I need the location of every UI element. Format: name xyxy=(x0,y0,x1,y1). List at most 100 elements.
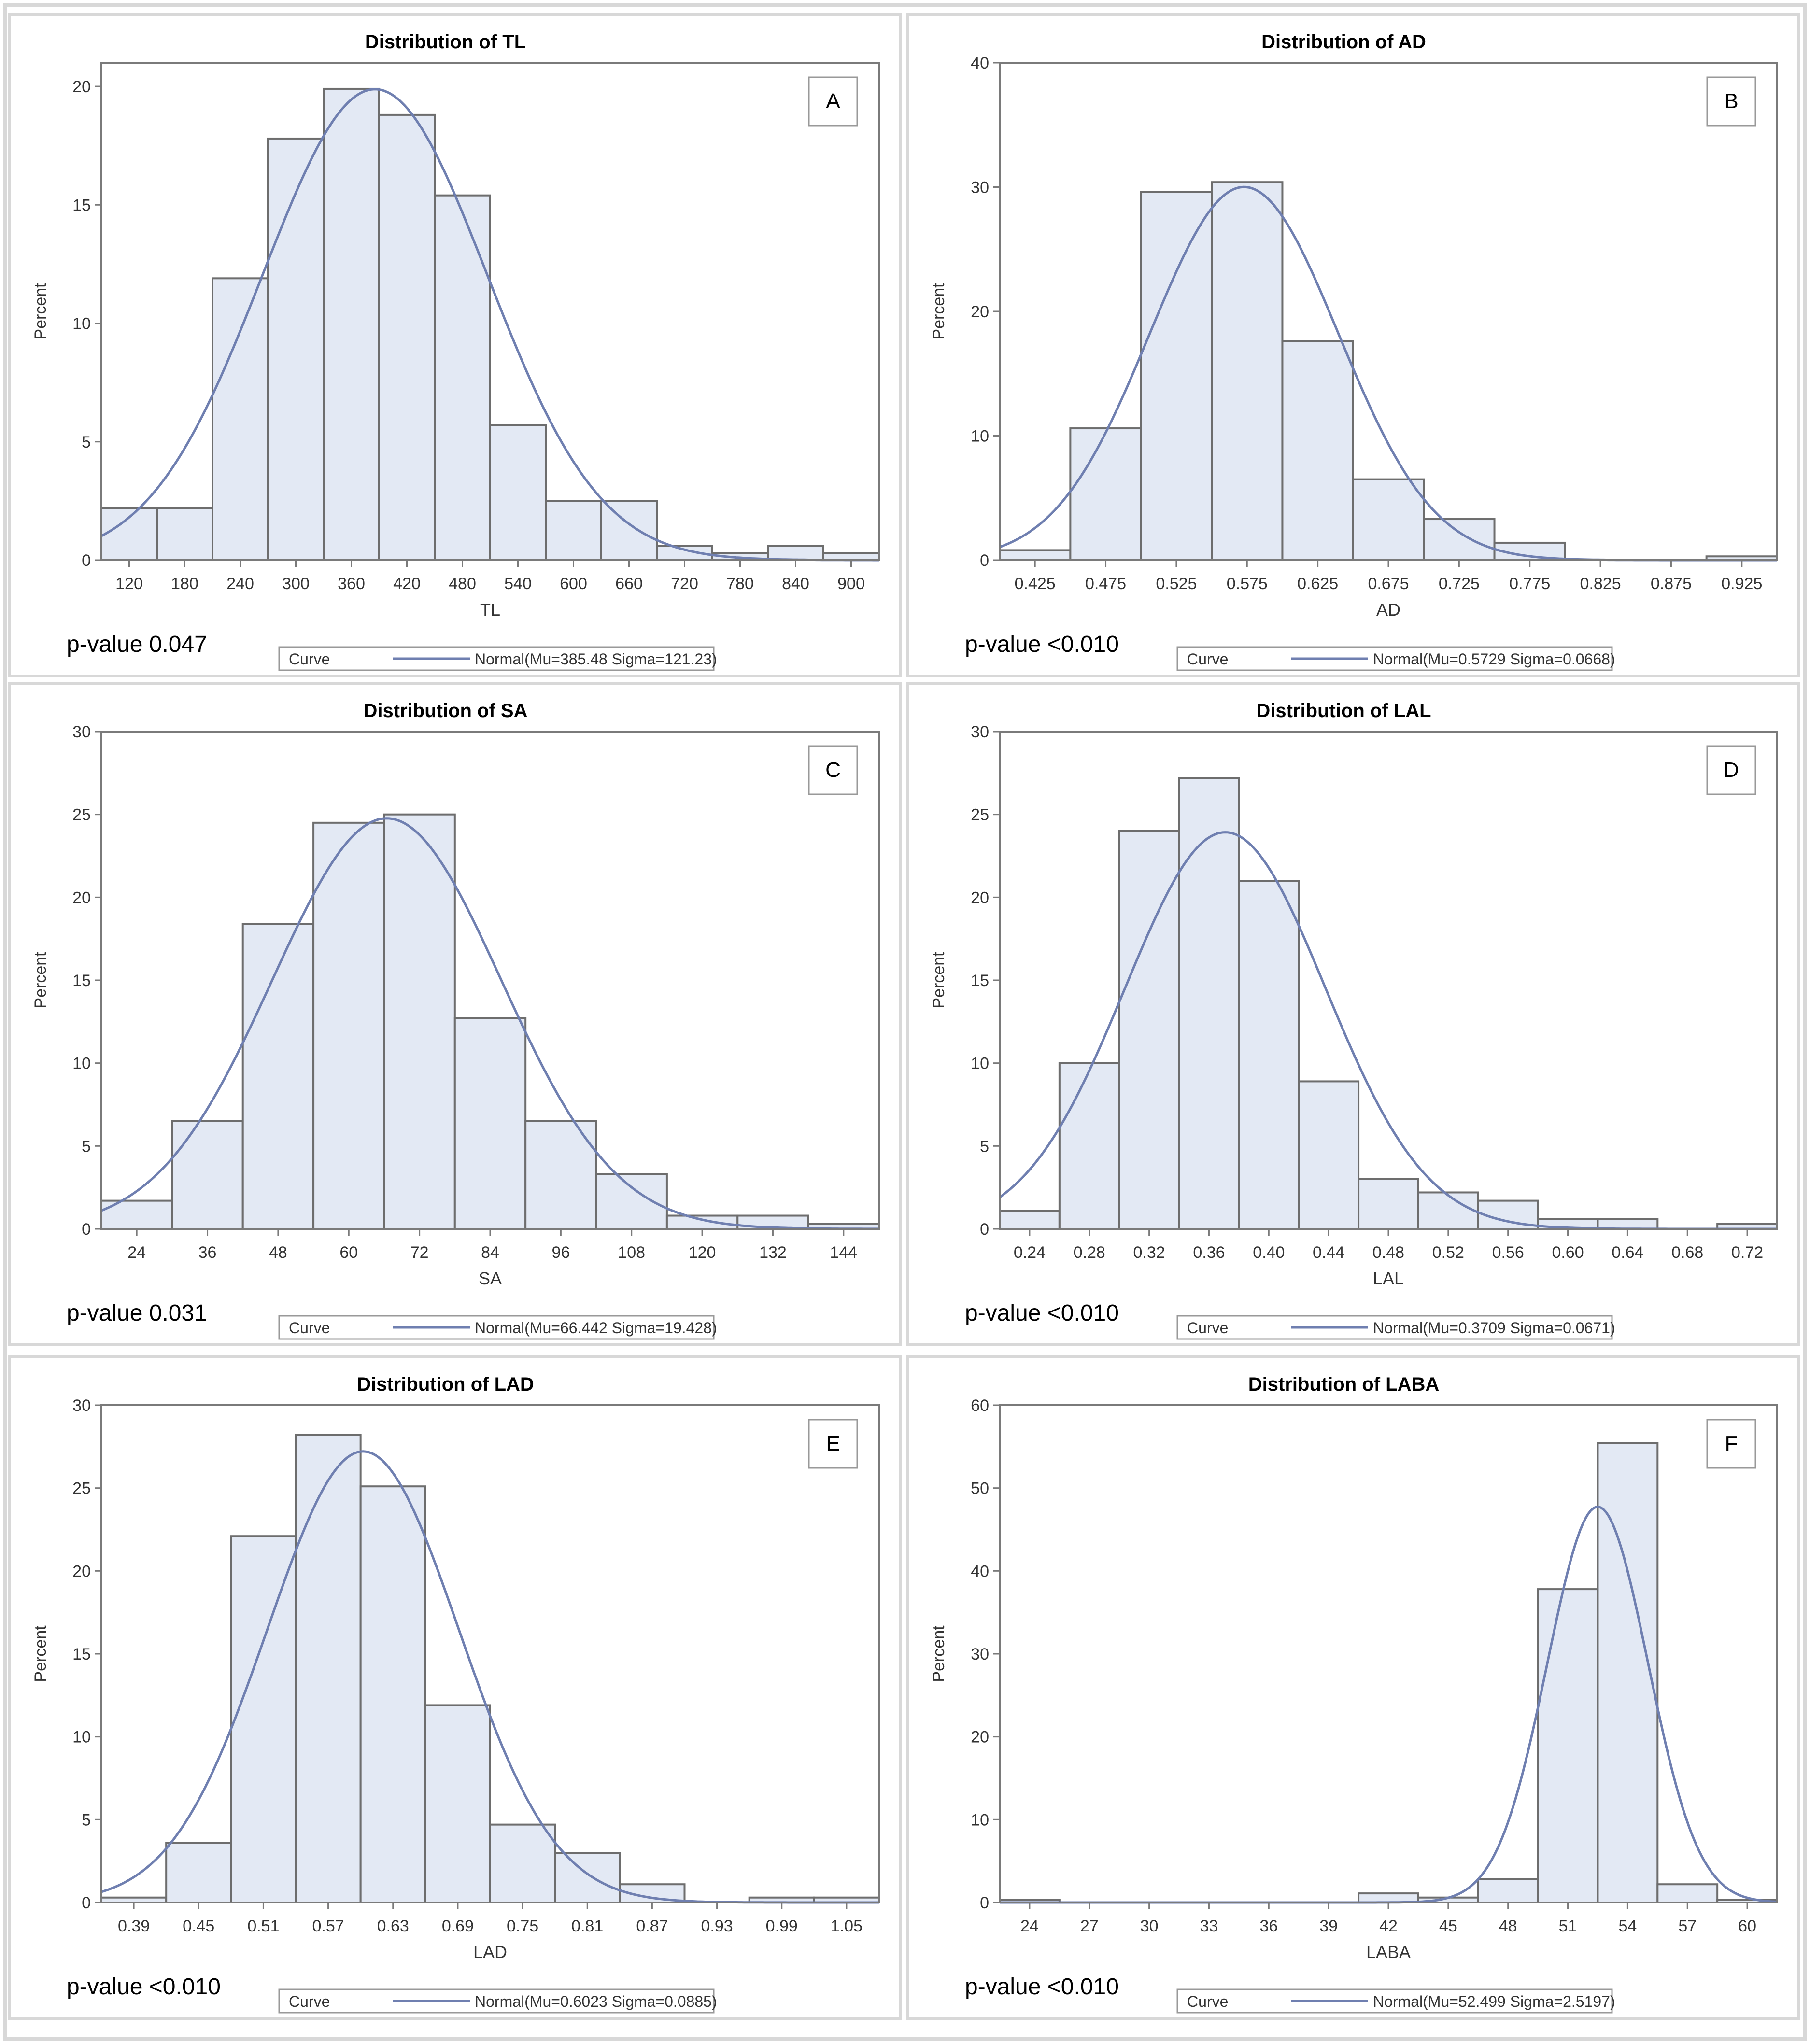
y-tick-label: 0 xyxy=(980,1894,989,1912)
x-tick-label: 0.64 xyxy=(1612,1243,1643,1262)
histogram-bar xyxy=(554,1852,621,1903)
histogram-bar xyxy=(489,424,547,562)
y-tick-label: 25 xyxy=(72,1480,91,1498)
x-tick-label: 33 xyxy=(1200,1917,1218,1935)
x-tick-label: 0.825 xyxy=(1580,575,1621,593)
y-tick-label: 0 xyxy=(980,1220,989,1239)
y-tick-label: 20 xyxy=(971,888,989,907)
y-tick-label: 0 xyxy=(82,551,91,570)
chart-title: Distribution of LAL xyxy=(1256,700,1431,721)
x-tick-label: 600 xyxy=(560,575,587,593)
p-value-label: p-value <0.010 xyxy=(67,1974,221,2000)
plot-frame xyxy=(100,62,880,561)
y-tick-label: 25 xyxy=(72,806,91,824)
x-tick-label: 0.69 xyxy=(442,1917,474,1935)
panel-letter-box xyxy=(1706,1419,1756,1469)
p-value-label: p-value <0.010 xyxy=(965,1300,1119,1326)
panel-letter-box xyxy=(808,76,858,127)
histogram-bar xyxy=(323,87,380,561)
x-tick-label: 0.60 xyxy=(1552,1243,1584,1262)
x-tick-label: 132 xyxy=(759,1243,787,1262)
figure-border xyxy=(3,3,1807,2041)
y-tick-label: 0 xyxy=(82,1894,91,1912)
x-axis-label: TL xyxy=(480,600,500,620)
x-tick-label: 48 xyxy=(1499,1917,1517,1935)
panel-border xyxy=(8,1355,902,2020)
histogram-bar xyxy=(1058,1062,1120,1230)
x-axis-label: LAD xyxy=(473,1942,507,1962)
y-tick-label: 15 xyxy=(971,972,989,990)
y-tick-label: 25 xyxy=(971,806,989,824)
y-tick-label: 15 xyxy=(72,1645,91,1663)
histogram-bar xyxy=(156,507,213,561)
x-tick-label: 1.05 xyxy=(831,1917,863,1935)
x-tick-label: 420 xyxy=(393,575,421,593)
x-axis-label: SA xyxy=(479,1269,502,1288)
p-value-label: p-value 0.047 xyxy=(67,632,207,657)
x-tick-label: 54 xyxy=(1618,1917,1637,1935)
panel-border xyxy=(906,1355,1800,2020)
histogram-bar xyxy=(453,1017,527,1230)
x-tick-label: 0.44 xyxy=(1313,1243,1344,1262)
panel-letter: E xyxy=(826,1432,840,1455)
histogram-bar xyxy=(171,1120,244,1230)
x-tick-label: 0.45 xyxy=(183,1917,214,1935)
panel-c: Distribution of SA 0 5 10 15 20 25 30 24 36 48 60 72… xyxy=(8,682,902,1346)
y-tick-label: 50 xyxy=(971,1480,989,1498)
x-tick-label: 0.675 xyxy=(1368,575,1409,593)
normal-curve xyxy=(101,817,879,1230)
y-tick-label: 60 xyxy=(971,1396,989,1415)
legend-title: Curve xyxy=(289,650,330,668)
x-tick-label: 42 xyxy=(1379,1917,1398,1935)
histogram-bar xyxy=(267,137,325,561)
y-tick-label: 10 xyxy=(971,1811,989,1829)
panel-b: Distribution of AD 0 10 20 30 40 0.425 0.475 0.5… xyxy=(906,13,1800,677)
x-tick-label: 57 xyxy=(1678,1917,1697,1935)
x-tick-label: 0.75 xyxy=(507,1917,538,1935)
histogram-bar xyxy=(424,1704,491,1904)
histogram-bar xyxy=(1358,1178,1419,1230)
x-tick-label: 240 xyxy=(226,575,254,593)
histogram-bar xyxy=(165,1842,232,1903)
histogram-bar xyxy=(359,1485,426,1904)
panel-letter-box xyxy=(1706,745,1756,795)
y-tick-label: 10 xyxy=(72,315,91,333)
legend-entry: Normal(Mu=52.499 Sigma=2.5197) xyxy=(1373,1993,1615,2010)
x-tick-label: 0.425 xyxy=(1015,575,1056,593)
y-tick-label: 15 xyxy=(72,196,91,214)
x-tick-label: 27 xyxy=(1080,1917,1099,1935)
chart-title: Distribution of TL xyxy=(365,31,526,53)
legend-entry: Normal(Mu=0.6023 Sigma=0.0885) xyxy=(475,1993,717,2010)
y-tick-label: 5 xyxy=(82,1811,91,1829)
y-tick-label: 0 xyxy=(82,1220,91,1239)
y-axis-label: Percent xyxy=(31,1625,50,1682)
y-axis-label: Percent xyxy=(930,1625,948,1682)
panel-letter-box xyxy=(1706,76,1756,127)
x-tick-label: 0.575 xyxy=(1227,575,1268,593)
panel-letter: D xyxy=(1724,758,1739,782)
y-tick-label: 20 xyxy=(72,78,91,96)
y-tick-label: 30 xyxy=(971,1645,989,1663)
y-tick-label: 5 xyxy=(82,433,91,451)
x-tick-label: 39 xyxy=(1319,1917,1338,1935)
histogram-bar xyxy=(999,549,1072,562)
histogram-bar xyxy=(1352,478,1425,561)
y-tick-label: 5 xyxy=(82,1137,91,1156)
legend-box xyxy=(278,1988,715,2014)
p-value-label: p-value <0.010 xyxy=(965,1974,1119,2000)
x-tick-label: 0.875 xyxy=(1651,575,1692,593)
x-tick-label: 84 xyxy=(481,1243,499,1262)
x-tick-label: 30 xyxy=(1140,1917,1159,1935)
histogram-bar xyxy=(999,1210,1061,1230)
y-tick-label: 15 xyxy=(72,972,91,990)
y-tick-label: 40 xyxy=(971,54,989,72)
y-axis-label: Percent xyxy=(930,952,948,1009)
x-tick-label: 0.63 xyxy=(377,1917,409,1935)
chart-title: Distribution of SA xyxy=(364,700,528,721)
y-tick-label: 10 xyxy=(72,1055,91,1073)
x-tick-label: 108 xyxy=(618,1243,645,1262)
histogram-bar xyxy=(1423,518,1496,562)
histogram-bar xyxy=(767,545,824,561)
x-tick-label: 0.87 xyxy=(636,1917,668,1935)
